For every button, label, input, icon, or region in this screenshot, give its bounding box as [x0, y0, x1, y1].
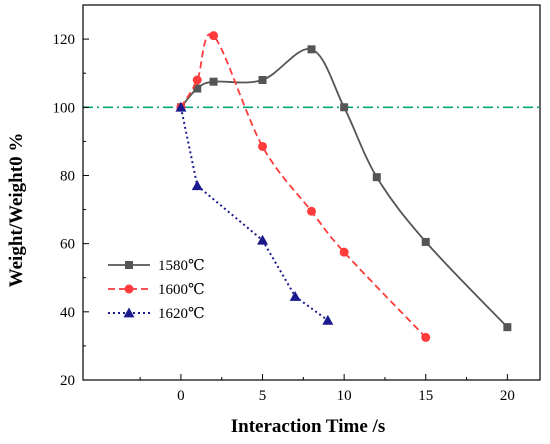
series-1-point-4 — [307, 45, 316, 54]
series-1-point-1 — [193, 84, 202, 93]
legend: 1580℃ 1600℃ 1620℃ — [108, 258, 205, 322]
x-tick-label: 10 — [337, 388, 352, 404]
legend-marker — [123, 307, 135, 318]
legend-marker — [125, 261, 133, 269]
series-3-point-1 — [191, 180, 203, 191]
series-1 — [176, 45, 512, 332]
x-tick-label: 0 — [177, 388, 185, 404]
series-1-point-2 — [209, 77, 218, 86]
series-2-point-6 — [421, 332, 431, 342]
series-3 — [175, 101, 334, 325]
legend-item-2: 1600℃ — [108, 282, 205, 298]
y-tick-label: 20 — [60, 373, 75, 389]
series-2-line — [180, 33, 427, 339]
series-1-point-3 — [258, 76, 267, 84]
series-1-point-6 — [372, 173, 381, 182]
legend-label: 1600℃ — [158, 282, 205, 298]
series-3-point-4 — [322, 314, 334, 325]
x-axis-title: Interaction Time /s — [231, 416, 385, 437]
series-2-point-3 — [258, 141, 268, 151]
plot-frame — [82, 4, 541, 381]
y-tick-label: 120 — [53, 32, 76, 48]
series-2-point-5 — [339, 247, 349, 257]
y-tick-label: 40 — [60, 305, 75, 321]
legend-item-3: 1620℃ — [108, 306, 205, 322]
series-2-point-2 — [209, 31, 219, 41]
series-2-point-1 — [192, 75, 202, 85]
series-3-point-0 — [175, 101, 187, 112]
legend-item-1: 1580℃ — [108, 258, 205, 274]
legend-marker — [124, 284, 134, 294]
series-1-point-8 — [503, 323, 512, 332]
series-layer — [175, 31, 512, 342]
y-tick-label: 100 — [53, 100, 76, 116]
x-tick-label: 15 — [418, 388, 433, 404]
x-tick-label: 20 — [500, 388, 515, 404]
y-axis-title: Weight/Weight0 % — [6, 133, 27, 288]
y-tick-label: 60 — [60, 237, 75, 253]
axes-layer: 0 5 10 15 20 20 40 60 80 100 120 — [53, 4, 541, 404]
series-2-point-4 — [307, 206, 316, 216]
series-1-line — [180, 48, 509, 328]
series-2 — [176, 31, 431, 342]
legend-label: 1620℃ — [158, 306, 205, 322]
series-3-point-2 — [257, 234, 269, 245]
legend-label: 1580℃ — [158, 258, 205, 274]
x-tick-label: 5 — [259, 388, 267, 404]
series-1-point-5 — [340, 103, 349, 112]
y-tick-label: 80 — [60, 168, 75, 184]
series-3-point-3 — [289, 290, 301, 301]
series-1-point-7 — [421, 237, 430, 246]
